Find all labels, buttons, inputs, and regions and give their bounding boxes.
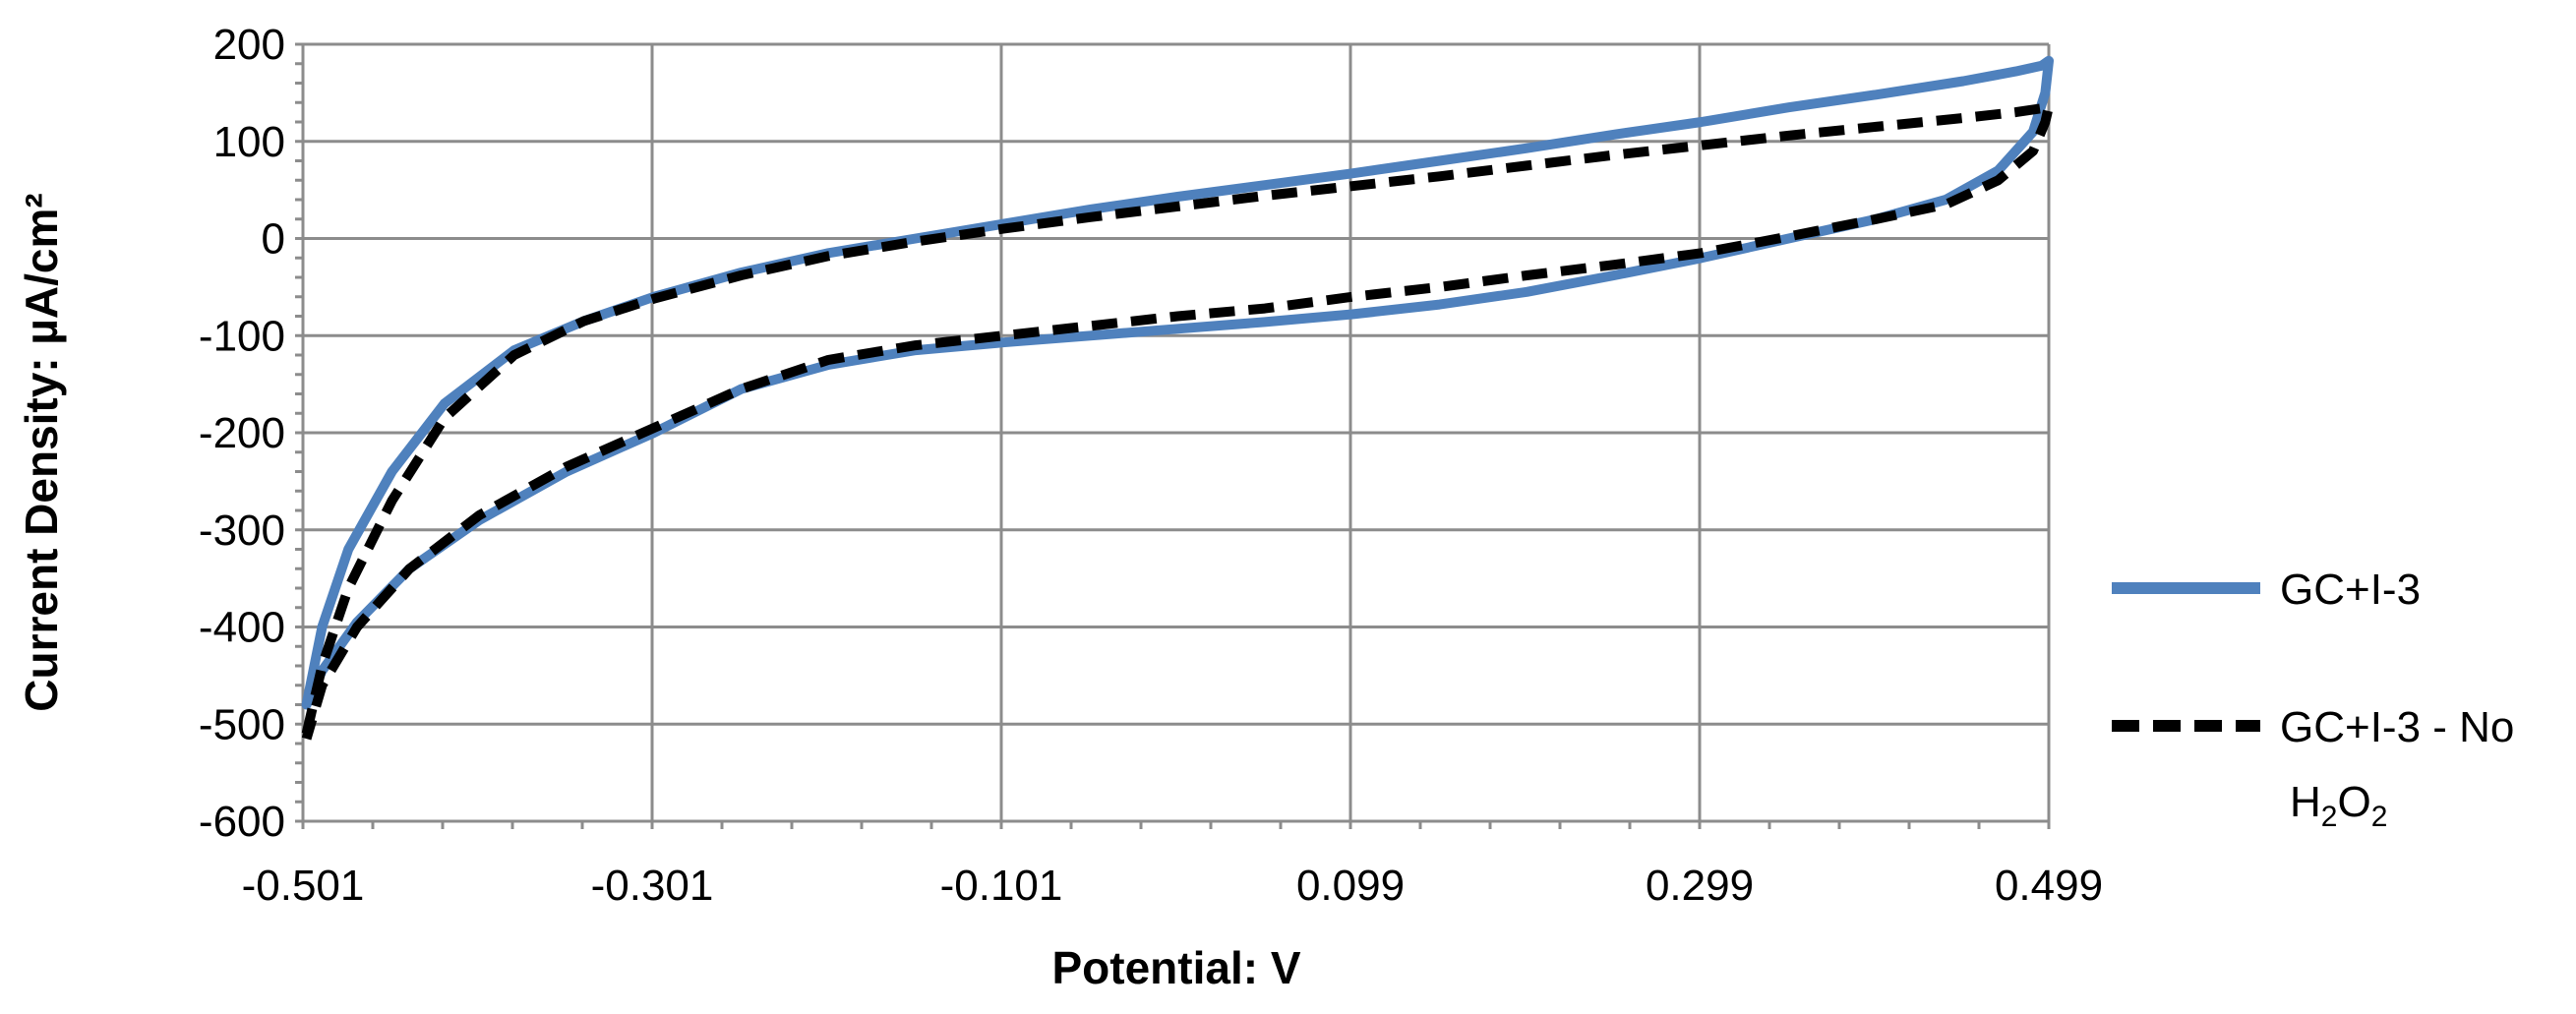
y-tick-label: -400 — [199, 604, 285, 652]
y-tick-label: 200 — [213, 21, 285, 69]
x-tick-label: -0.501 — [242, 862, 365, 910]
y-tick-label: -200 — [199, 409, 285, 457]
x-tick-label: -0.301 — [591, 862, 714, 910]
y-tick-label: 100 — [213, 118, 285, 166]
y-tick-label: -500 — [199, 700, 285, 748]
y-axis-title: Current Density: µA/cm² — [16, 193, 67, 711]
series-line-2 — [301, 101, 2054, 741]
x-tick-label: -0.101 — [940, 862, 1063, 910]
gridlines — [301, 42, 2051, 823]
y-tick-label: -600 — [199, 798, 285, 846]
x-tick-label: 0.099 — [1296, 862, 1405, 910]
y-tick-label: 0 — [262, 215, 285, 264]
y-tick-label: -300 — [199, 507, 285, 555]
x-tick-label: 0.299 — [1646, 862, 1754, 910]
series-line-1 — [301, 55, 2054, 710]
y-tick-label: -100 — [199, 312, 285, 360]
legend: GC+I-3 GC+I-3 - No H2O2 — [2112, 566, 2527, 833]
tick-labels: 200 100 0 -100 -200 -300 -400 -500 -600 -0.501 -0.… — [199, 21, 2103, 910]
legend-label-series-2: GC+I-3 - No H2O2 — [2280, 703, 2527, 833]
axes — [295, 42, 2051, 829]
legend-label-series-1: GC+I-3 — [2280, 566, 2421, 614]
x-tick-label: 0.499 — [1995, 862, 2103, 910]
x-axis-title: Potential: V — [1051, 942, 1300, 993]
data-series — [301, 55, 2054, 741]
